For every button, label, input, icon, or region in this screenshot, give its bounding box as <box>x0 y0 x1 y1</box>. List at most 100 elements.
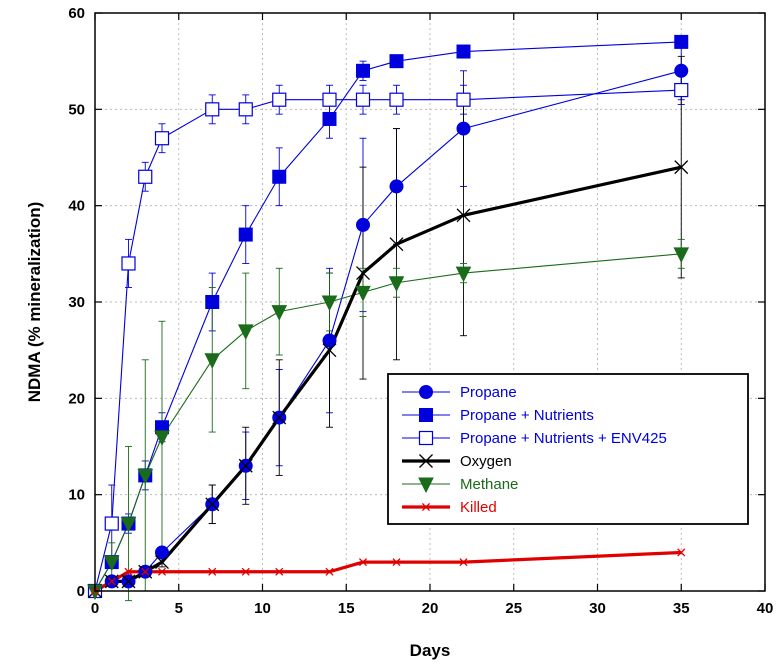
marker-small-x <box>241 567 250 576</box>
marker-x-stroke <box>677 548 686 557</box>
marker-x <box>389 237 404 252</box>
marker-filled-circle <box>322 333 337 348</box>
marker-filled-square <box>456 44 471 59</box>
marker-filled-triangle-down <box>455 266 472 283</box>
marker-filled-circle <box>674 63 689 78</box>
x-tick-label: 35 <box>673 600 690 617</box>
legend-label: Propane <box>460 384 517 401</box>
marker-filled-triangle-down <box>154 430 170 446</box>
marker-x <box>155 555 169 570</box>
marker-filled-square <box>322 111 337 126</box>
legend-label: Propane + Nutrients + ENV425 <box>460 430 667 447</box>
marker-open-square <box>154 131 170 146</box>
marker-open-square <box>355 92 371 107</box>
marker-small-x <box>275 567 284 576</box>
marker-x-stroke <box>322 343 337 358</box>
marker-filled-triangle-down <box>321 295 338 312</box>
legend: Propane Propane + Nutrients Propane + Nutr… <box>387 373 749 525</box>
marker-filled-circle <box>356 217 370 232</box>
x-axis-title: Days <box>410 641 451 660</box>
marker-filled-circle <box>389 179 404 194</box>
marker-filled-triangle-down <box>271 305 288 321</box>
marker-open-square <box>674 82 689 98</box>
marker-x-stroke <box>419 454 433 468</box>
marker-filled-triangle-down <box>103 555 120 572</box>
x-tick-label: 30 <box>589 600 606 617</box>
marker-x <box>272 410 287 425</box>
y-tick-label: 50 <box>68 101 85 118</box>
marker-small-x <box>107 577 116 586</box>
marker-x-stroke <box>124 567 133 576</box>
marker-filled-square <box>674 34 689 49</box>
marker-x <box>238 458 253 473</box>
marker-open-square <box>456 92 471 107</box>
marker-x-stroke <box>205 497 220 512</box>
marker-x-stroke <box>121 574 136 589</box>
marker-x-stroke <box>674 160 689 175</box>
marker-x <box>121 574 136 589</box>
x-tick-label: 40 <box>757 600 774 617</box>
marker-open-square <box>272 92 287 107</box>
legend-entry: Propane <box>402 384 517 401</box>
marker-small-x <box>677 548 686 557</box>
marker-x-stroke <box>241 567 250 576</box>
x-tick-label: 10 <box>254 600 271 617</box>
marker-x <box>322 343 337 358</box>
marker-x-stroke <box>456 208 471 223</box>
marker-filled-triangle-down <box>418 477 434 494</box>
legend-box <box>387 373 749 525</box>
y-tick-label: 60 <box>68 5 85 22</box>
marker-small-x <box>392 558 401 567</box>
x-tick-label: 25 <box>505 600 522 617</box>
marker-filled-square <box>356 63 370 78</box>
marker-x-stroke <box>358 558 368 567</box>
marker-x <box>356 266 370 281</box>
marker-x <box>205 497 220 512</box>
marker-filled-triangle-down <box>137 468 154 485</box>
marker-small-x <box>421 502 431 512</box>
marker-small-x <box>325 567 334 576</box>
marker-open-square <box>205 102 220 117</box>
marker-filled-triangle-down <box>388 276 405 292</box>
y-tick-label: 40 <box>68 198 85 215</box>
marker-small-x <box>459 558 468 567</box>
x-tick-label: 0 <box>91 600 99 617</box>
marker-x-stroke <box>272 410 287 425</box>
legend-label: Methane <box>460 476 518 493</box>
y-tick-label: 20 <box>68 390 85 407</box>
marker-x-stroke <box>392 558 401 567</box>
y-tick-label: 0 <box>77 583 85 600</box>
marker-filled-square <box>389 54 404 69</box>
legend-label: Propane + Nutrients <box>460 407 594 424</box>
y-tick-label: 30 <box>68 294 85 311</box>
marker-filled-circle <box>456 121 471 136</box>
marker-open-square <box>138 169 153 184</box>
marker-filled-circle <box>419 385 433 399</box>
marker-x-stroke <box>275 567 284 576</box>
marker-small-x <box>358 558 368 567</box>
marker-open-square <box>104 516 119 531</box>
marker-small-x <box>208 567 217 576</box>
marker-filled-square <box>205 295 220 309</box>
marker-filled-triangle-down <box>204 353 221 369</box>
x-tick-label: 20 <box>422 600 439 617</box>
marker-filled-circle <box>155 545 169 560</box>
y-tick-label: 10 <box>68 487 85 504</box>
x-tick-label: 5 <box>175 600 183 617</box>
marker-x-stroke <box>325 567 334 576</box>
marker-filled-square <box>419 408 433 422</box>
marker-open-square <box>322 92 337 107</box>
x-tick-label: 15 <box>338 600 355 617</box>
marker-x-stroke <box>141 567 150 576</box>
marker-filled-square <box>238 227 253 242</box>
marker-x-stroke <box>421 502 431 512</box>
marker-x <box>419 454 433 468</box>
marker-x <box>456 208 471 223</box>
marker-open-square <box>418 430 434 446</box>
marker-open-square <box>121 256 136 271</box>
legend-entry: Methane <box>402 476 518 494</box>
marker-filled-triangle-down <box>237 324 254 341</box>
marker-x-stroke <box>459 558 468 567</box>
marker-filled-triangle-down <box>673 247 690 263</box>
legend-label: Oxygen <box>460 453 512 470</box>
